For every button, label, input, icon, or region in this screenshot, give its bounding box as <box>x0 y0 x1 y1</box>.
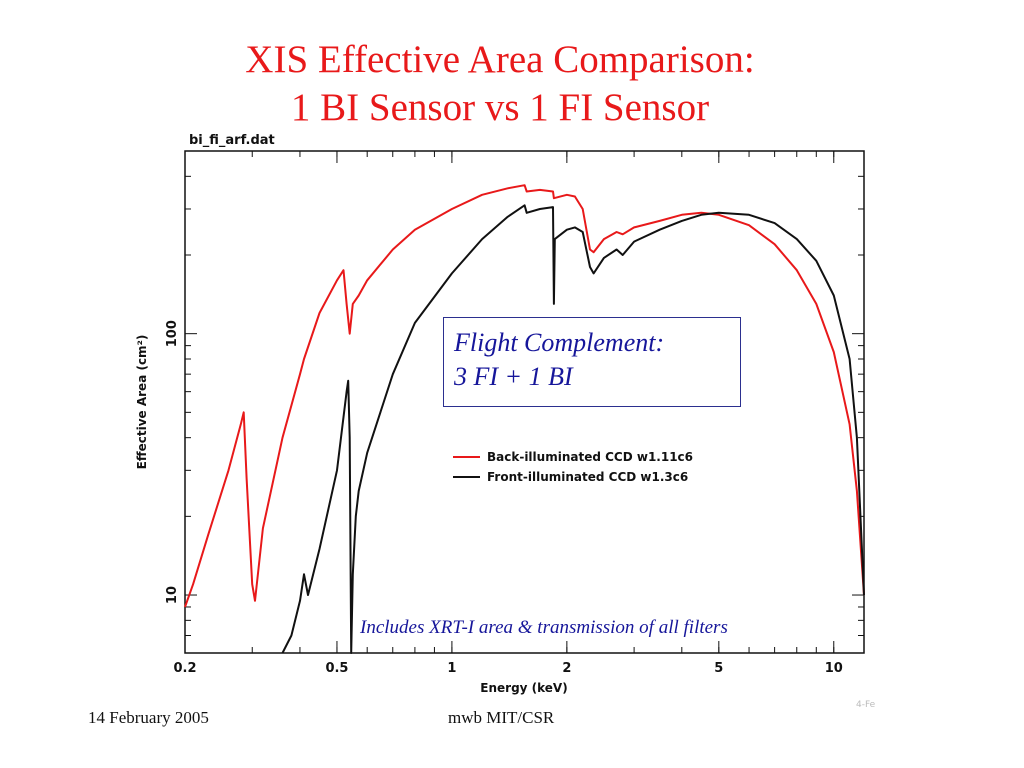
series-line-front-illuminated <box>281 204 865 654</box>
footer-date: 14 February 2005 <box>88 708 209 727</box>
footer-center: mwb MIT/CSR <box>448 708 555 727</box>
annotation-line2: 3 FI + 1 BI <box>454 362 573 391</box>
slide-title-line2: 1 BI Sensor vs 1 FI Sensor <box>290 86 710 129</box>
chart-file-label: bi_fi_arf.dat <box>189 133 275 148</box>
y-axis-label: Effective Area (cm²) <box>135 335 149 470</box>
tick-labels: 0.2 0.5 1 2 5 10 10 100 <box>165 320 843 676</box>
x-tick-label: 5 <box>714 661 723 676</box>
flight-complement-box: Flight Complement: 3 FI + 1 BI <box>443 317 741 407</box>
slide-title: XIS Effective Area Comparison: 1 BI Sens… <box>0 36 1000 132</box>
legend-label-fi: Front-illuminated CCD w1.3c6 <box>487 470 688 484</box>
chart-legend: Back-illuminated CCD w1.11c6 Front-illum… <box>453 450 693 484</box>
slide-title-line1: XIS Effective Area Comparison: <box>245 38 755 81</box>
tick-marks <box>184 151 864 653</box>
x-tick-label: 0.5 <box>325 661 348 676</box>
series-lines <box>184 184 865 654</box>
x-tick-label: 0.2 <box>173 661 196 676</box>
x-tick-label: 1 <box>447 661 456 676</box>
corner-mark: 4-Fe <box>856 700 876 710</box>
y-tick-label: 10 <box>165 586 180 604</box>
x-axis-label: Energy (keV) <box>480 681 567 695</box>
y-tick-label: 100 <box>165 320 180 347</box>
includes-note: Includes XRT-I area & transmission of al… <box>360 617 728 638</box>
legend-label-bi: Back-illuminated CCD w1.11c6 <box>487 450 693 464</box>
x-tick-label: 2 <box>562 661 571 676</box>
annotation-line1: Flight Complement: <box>454 328 665 357</box>
x-tick-label: 10 <box>825 661 843 676</box>
plot-frame <box>184 150 865 654</box>
